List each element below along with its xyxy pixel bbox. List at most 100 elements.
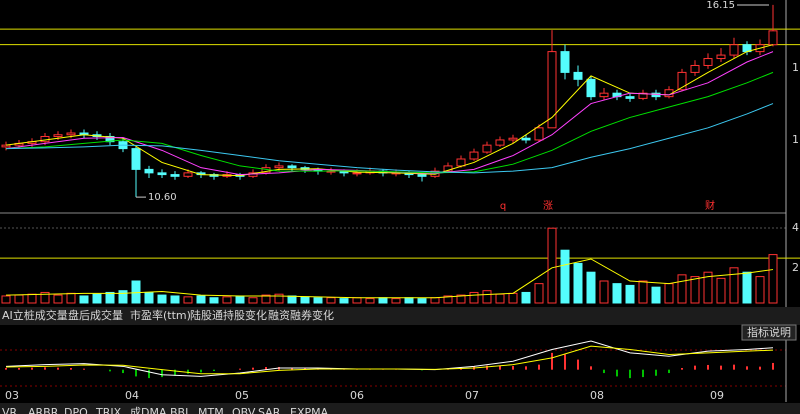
volume-bar — [664, 283, 674, 304]
volume-bar — [547, 227, 557, 304]
bottom-tab[interactable]: 成DMA — [130, 406, 167, 414]
candle-body — [495, 139, 505, 146]
volume-bar — [196, 295, 206, 304]
candle-body — [573, 71, 583, 80]
volume-bar — [365, 298, 375, 304]
candle-body — [716, 54, 726, 60]
month-label: 04 — [125, 389, 139, 402]
candle-body — [547, 51, 557, 129]
indicator-tab[interactable]: 盘后成交量 — [68, 308, 123, 322]
candle-body — [443, 165, 453, 172]
tab-bar — [0, 307, 800, 325]
candle-body — [66, 132, 76, 136]
candle-body — [508, 137, 518, 141]
volume-bar — [144, 291, 154, 304]
explain-button-bg[interactable] — [741, 324, 797, 341]
candle-body — [586, 78, 596, 98]
volume-bar — [79, 295, 89, 304]
volume-bar — [40, 291, 50, 304]
volume-bar — [391, 298, 401, 304]
volume-bar — [482, 290, 492, 304]
volume-bar — [300, 296, 310, 304]
volume-bar — [716, 277, 726, 304]
candle-body — [105, 135, 115, 143]
candle-body — [521, 137, 531, 141]
volume-bar — [27, 293, 37, 304]
candle-body — [183, 172, 193, 177]
volume-bar — [1, 295, 11, 304]
macd-line — [5, 345, 774, 375]
volume-bar — [222, 296, 232, 304]
volume-bar — [248, 297, 258, 304]
candle-body — [560, 51, 570, 73]
low-label: 10.60 — [148, 192, 177, 203]
indicator-tab[interactable]: 融资融券变化 — [268, 308, 334, 322]
volume-bar — [118, 290, 128, 304]
candle-body — [625, 96, 635, 99]
bottom-tab[interactable]: SAR — [258, 406, 281, 414]
candle-body — [1, 144, 11, 148]
bottom-tab[interactable]: VR — [2, 406, 18, 414]
candle-body — [677, 71, 687, 91]
volume-bar — [768, 254, 778, 304]
volume-bar — [534, 283, 544, 304]
volume-bar — [573, 262, 583, 304]
volume-axis-label: 2 — [792, 261, 799, 274]
volume-bar — [495, 293, 505, 304]
month-label: 06 — [350, 389, 364, 402]
bottom-tab[interactable]: OBV — [232, 406, 256, 414]
candle-body — [53, 134, 63, 137]
explain-button[interactable]: 指标说明 — [747, 325, 791, 339]
volume-bar — [287, 295, 297, 304]
volume-bar — [469, 291, 479, 304]
volume-axis-label: 4 — [792, 221, 799, 234]
volume-bar — [703, 271, 713, 304]
volume-bar — [105, 291, 115, 304]
price-axis-label: 1 — [792, 61, 799, 74]
volume-bar — [14, 294, 24, 304]
bottom-tab[interactable]: BBI — [170, 406, 188, 414]
event-marker: 涨 — [543, 200, 553, 212]
candle-body — [534, 127, 544, 141]
indicator-tab[interactable]: AI立桩成交量 — [2, 308, 68, 322]
month-label: 08 — [590, 389, 604, 402]
volume-bar — [235, 295, 245, 304]
candle-body — [638, 92, 648, 99]
volume-bar — [755, 276, 765, 304]
candle-body — [287, 165, 297, 169]
volume-bar — [456, 294, 466, 304]
volume-bar — [638, 280, 648, 304]
candle-body — [768, 30, 778, 46]
price-axis-label: 1 — [792, 133, 799, 146]
volume-bar — [261, 294, 271, 304]
month-label: 05 — [235, 389, 249, 402]
event-marker: 财 — [705, 199, 715, 212]
volume-bar — [599, 280, 609, 304]
volume-average-line — [5, 258, 774, 299]
volume-bar — [131, 280, 141, 304]
volume-bar — [443, 295, 453, 304]
indicator-tab[interactable]: 市盈率(ttm) — [130, 308, 191, 322]
month-label: 03 — [5, 389, 19, 402]
bottom-tab[interactable]: TRIX — [95, 406, 122, 414]
bottom-tab[interactable]: DPO — [64, 406, 88, 414]
bottom-tab[interactable]: EXPMA — [290, 406, 329, 414]
candle-body — [274, 165, 284, 169]
volume-bar — [339, 298, 349, 304]
bottom-tab[interactable]: MTM — [198, 406, 224, 414]
bottom-tab-bar — [0, 403, 800, 414]
volume-bar — [625, 284, 635, 304]
volume-bar — [742, 271, 752, 304]
bottom-tab[interactable]: ARBR — [28, 406, 59, 414]
volume-bar — [430, 297, 440, 304]
candle-body — [417, 174, 427, 177]
volume-bar — [651, 286, 661, 304]
volume-bar — [677, 274, 687, 304]
indicator-tab[interactable]: 陆股通持股变化 — [190, 308, 267, 322]
candle-body — [703, 58, 713, 66]
volume-bar — [417, 298, 427, 304]
volume-bar — [560, 249, 570, 304]
volume-bar — [352, 297, 362, 304]
month-label: 07 — [465, 389, 479, 402]
